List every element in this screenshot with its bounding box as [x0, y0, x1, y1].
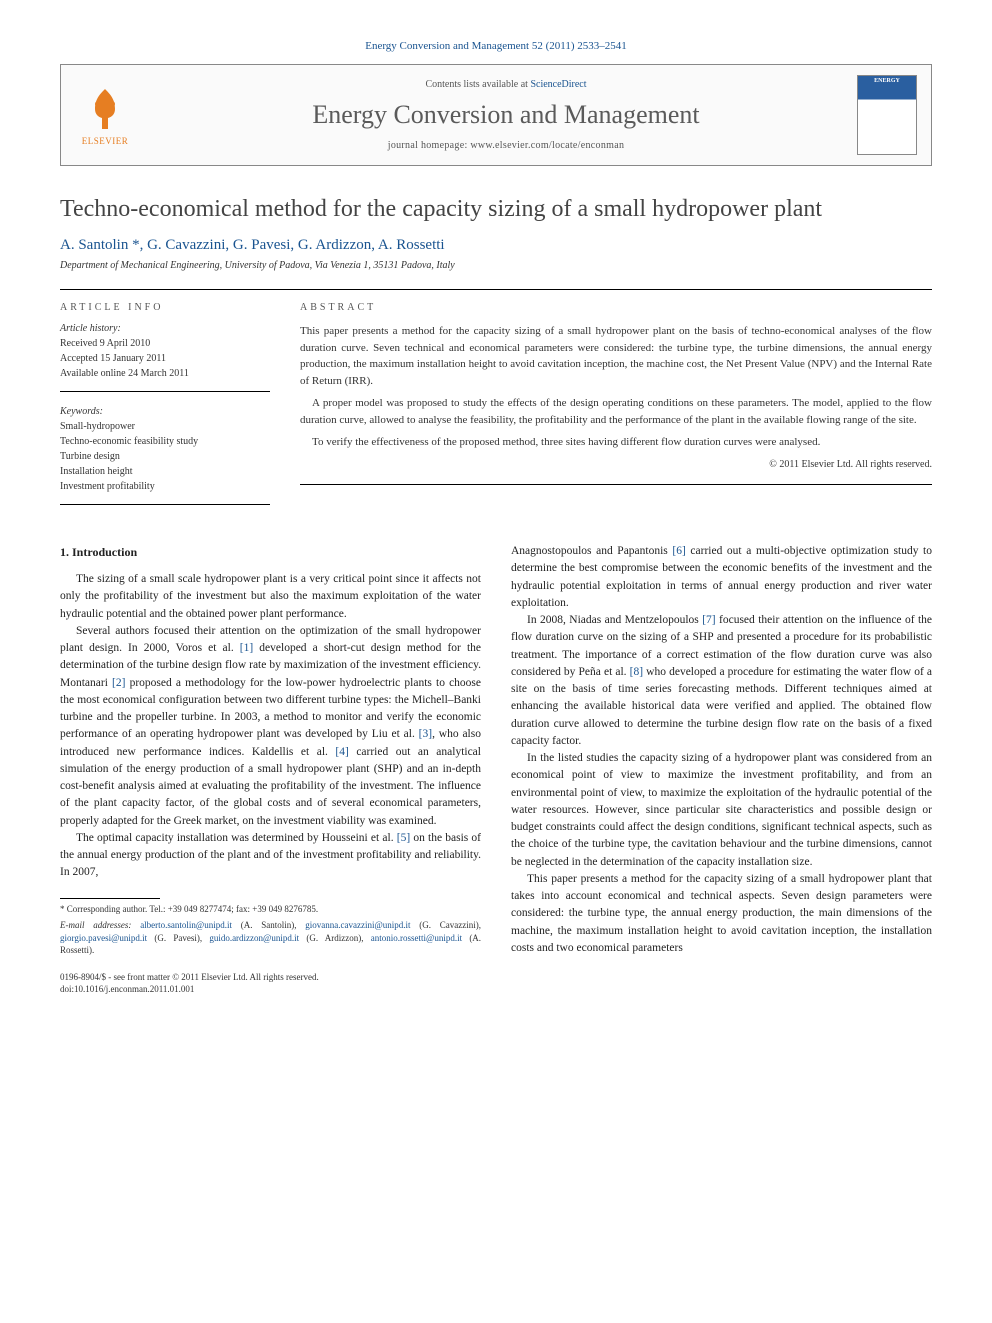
affiliation: Department of Mechanical Engineering, Un… — [60, 260, 932, 271]
email-footnote: E-mail addresses: alberto.santolin@unipd… — [60, 919, 481, 957]
issn-line: 0196-8904/$ - see front matter © 2011 El… — [60, 971, 481, 984]
keyword-2: Techno-economic feasibility study — [60, 434, 270, 449]
ref-6[interactable]: [6] — [672, 545, 685, 557]
header-citation: Energy Conversion and Management 52 (201… — [60, 40, 932, 52]
intro-p4: Anagnostopoulos and Papantonis [6] carri… — [511, 543, 932, 612]
corresponding-asterisk: * — [128, 237, 139, 253]
article-history-block: Article history: Received 9 April 2010 A… — [60, 323, 270, 392]
author-1[interactable]: A. Santolin — [60, 237, 128, 253]
journal-cover-thumbnail: ENERGY — [857, 75, 917, 155]
intro-p2: Several authors focused their attention … — [60, 623, 481, 830]
keyword-5: Investment profitability — [60, 479, 270, 494]
publisher-name: ELSEVIER — [82, 136, 129, 146]
homepage-prefix: journal homepage: — [388, 140, 471, 151]
intro-p6: In the listed studies the capacity sizin… — [511, 750, 932, 871]
abstract-heading: ABSTRACT — [300, 302, 932, 313]
right-column: Anagnostopoulos and Papantonis [6] carri… — [511, 543, 932, 996]
intro-p1: The sizing of a small scale hydropower p… — [60, 571, 481, 623]
keyword-1: Small-hydropower — [60, 419, 270, 434]
abstract-copyright: © 2011 Elsevier Ltd. All rights reserved… — [300, 457, 932, 472]
history-received: Received 9 April 2010 — [60, 336, 270, 351]
keyword-3: Turbine design — [60, 449, 270, 464]
abstract-column: ABSTRACT This paper presents a method fo… — [300, 289, 932, 519]
email-2[interactable]: giovanna.cavazzini@unipd.it — [305, 920, 410, 930]
info-abstract-row: ARTICLE INFO Article history: Received 9… — [60, 289, 932, 519]
page-container: Energy Conversion and Management 52 (201… — [0, 0, 992, 1036]
article-info-heading: ARTICLE INFO — [60, 302, 270, 313]
ref-7[interactable]: [7] — [702, 614, 715, 626]
elsevier-tree-icon — [80, 84, 130, 134]
abstract-p1: This paper presents a method for the cap… — [300, 323, 932, 389]
doi-line: doi:10.1016/j.enconman.2011.01.001 — [60, 983, 481, 996]
journal-homepage-line: journal homepage: www.elsevier.com/locat… — [155, 140, 857, 151]
email-3[interactable]: giorgio.pavesi@unipd.it — [60, 933, 147, 943]
keywords-heading: Keywords: — [60, 406, 270, 417]
email-5[interactable]: antonio.rossetti@unipd.it — [371, 933, 462, 943]
ref-2[interactable]: [2] — [112, 677, 125, 689]
ref-3[interactable]: [3] — [419, 728, 432, 740]
contents-prefix: Contents lists available at — [425, 79, 530, 90]
homepage-url[interactable]: www.elsevier.com/locate/enconman — [470, 140, 624, 151]
email-4[interactable]: guido.ardizzon@unipd.it — [209, 933, 299, 943]
history-heading: Article history: — [60, 323, 270, 334]
article-title: Techno-economical method for the capacit… — [60, 196, 932, 223]
history-online: Available online 24 March 2011 — [60, 366, 270, 381]
header-center: Contents lists available at ScienceDirec… — [155, 79, 857, 151]
intro-p3: The optimal capacity installation was de… — [60, 830, 481, 882]
footnote-separator — [60, 898, 160, 899]
bottom-meta: 0196-8904/$ - see front matter © 2011 El… — [60, 971, 481, 996]
abstract-text: This paper presents a method for the cap… — [300, 323, 932, 485]
ref-8[interactable]: [8] — [630, 666, 643, 678]
ref-5[interactable]: [5] — [397, 832, 410, 844]
left-column: 1. Introduction The sizing of a small sc… — [60, 543, 481, 996]
keyword-4: Installation height — [60, 464, 270, 479]
journal-name: Energy Conversion and Management — [155, 100, 857, 130]
intro-p7: This paper presents a method for the cap… — [511, 871, 932, 957]
author-4[interactable]: G. Ardizzon — [298, 237, 371, 253]
ref-1[interactable]: [1] — [240, 642, 253, 654]
author-5[interactable]: A. Rossetti — [378, 237, 445, 253]
author-2[interactable]: G. Cavazzini — [147, 237, 225, 253]
article-info-column: ARTICLE INFO Article history: Received 9… — [60, 289, 270, 519]
email-label: E-mail addresses: — [60, 920, 131, 930]
history-accepted: Accepted 15 January 2011 — [60, 351, 270, 366]
section-1-heading: 1. Introduction — [60, 543, 481, 561]
publisher-logo: ELSEVIER — [75, 80, 135, 150]
email-1[interactable]: alberto.santolin@unipd.it — [140, 920, 232, 930]
ref-4[interactable]: [4] — [335, 746, 348, 758]
authors-line: A. Santolin *, G. Cavazzini, G. Pavesi, … — [60, 237, 932, 254]
body-columns: 1. Introduction The sizing of a small sc… — [60, 543, 932, 996]
journal-header-box: ELSEVIER Contents lists available at Sci… — [60, 64, 932, 166]
corresponding-footnote: * Corresponding author. Tel.: +39 049 82… — [60, 903, 481, 916]
keywords-block: Keywords: Small-hydropower Techno-econom… — [60, 406, 270, 505]
intro-p5: In 2008, Niadas and Mentzelopoulos [7] f… — [511, 612, 932, 750]
abstract-p3: To verify the effectiveness of the propo… — [300, 434, 932, 451]
abstract-p2: A proper model was proposed to study the… — [300, 395, 932, 428]
journal-cover-label: ENERGY — [858, 76, 916, 86]
author-3[interactable]: G. Pavesi — [233, 237, 291, 253]
sciencedirect-link[interactable]: ScienceDirect — [530, 79, 586, 90]
contents-available-line: Contents lists available at ScienceDirec… — [155, 79, 857, 90]
